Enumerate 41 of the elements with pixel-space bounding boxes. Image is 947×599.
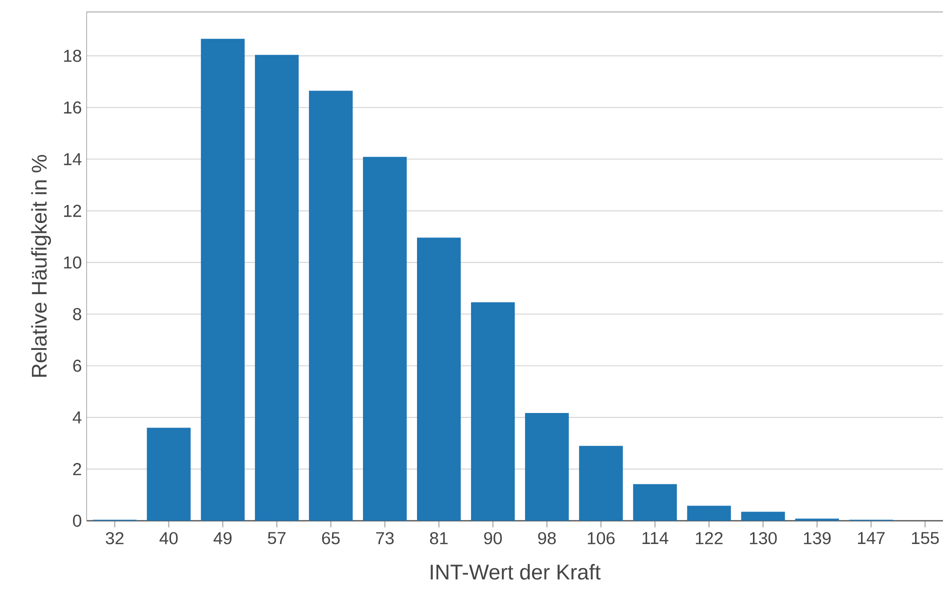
bar xyxy=(362,156,407,521)
y-tick-label: 12 xyxy=(64,204,82,217)
bar xyxy=(633,484,677,521)
y-tick-label: 0 xyxy=(73,514,82,527)
x-tick-label: 139 xyxy=(804,532,831,544)
bar xyxy=(254,54,299,521)
x-tick-label: 57 xyxy=(268,532,286,544)
y-tick-label: 4 xyxy=(72,411,82,424)
x-tick-label: 90 xyxy=(484,532,502,544)
bar xyxy=(525,412,569,521)
bar xyxy=(687,506,731,521)
bar xyxy=(146,428,191,521)
x-tick-label: 81 xyxy=(430,532,448,544)
bar xyxy=(308,90,353,521)
x-tick-label: 73 xyxy=(376,532,394,544)
x-tick-label: 65 xyxy=(322,532,340,544)
y-tick-label: 10 xyxy=(64,256,82,268)
x-tick-label: 49 xyxy=(214,532,232,544)
y-tick-label: 2 xyxy=(73,462,82,475)
x-tick-label: 114 xyxy=(642,532,668,544)
y-tick-label: 16 xyxy=(64,101,82,114)
y-tick-label: 8 xyxy=(73,308,82,320)
x-tick-label: 40 xyxy=(160,532,178,544)
x-tick-label: 98 xyxy=(538,532,556,544)
y-tick-label: 18 xyxy=(64,50,82,62)
x-tick-label: 32 xyxy=(106,532,124,544)
x-axis-title: INT-Wert der Kraft xyxy=(430,564,601,580)
bar xyxy=(471,302,515,521)
x-tick-label: 122 xyxy=(696,532,723,544)
x-tick-label: 130 xyxy=(750,532,777,544)
y-tick-label: 6 xyxy=(73,359,82,372)
y-tick-label: 14 xyxy=(64,153,82,165)
bar xyxy=(741,512,785,521)
bar xyxy=(200,38,245,521)
bar xyxy=(417,237,461,521)
x-tick-label: 147 xyxy=(858,532,885,544)
bar xyxy=(795,518,839,521)
x-tick-label: 155 xyxy=(912,532,939,544)
bar xyxy=(579,446,623,521)
x-tick-label: 106 xyxy=(588,532,615,544)
y-axis-title: Relative Häufigkeit in % xyxy=(31,154,51,377)
